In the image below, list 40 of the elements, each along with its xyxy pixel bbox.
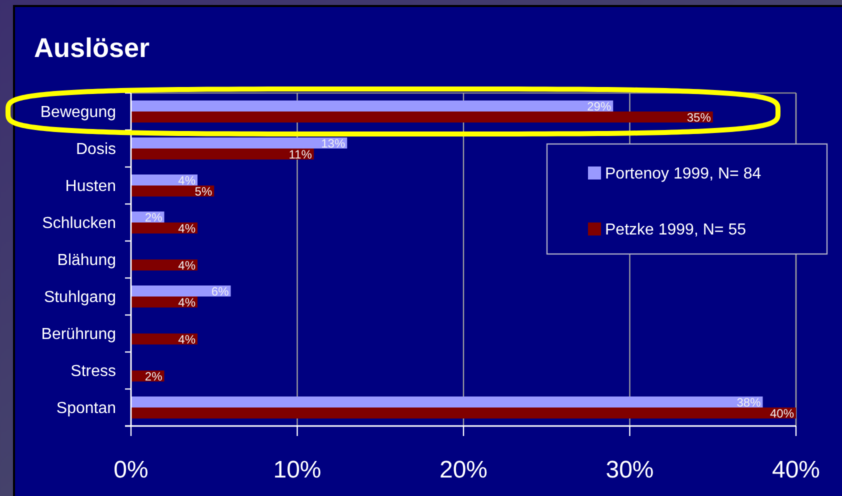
data-label: 13%: [321, 136, 346, 150]
data-label: 40%: [770, 406, 794, 420]
bar: [131, 396, 763, 408]
bar: [131, 286, 231, 296]
data-label: 4%: [178, 173, 196, 188]
y-tick-label: Dosis: [76, 141, 116, 158]
data-label: 6%: [211, 284, 230, 298]
data-label: 2%: [144, 369, 163, 384]
data-label: 2%: [144, 210, 163, 224]
x-tick-label: 20%: [439, 456, 488, 484]
data-label: 11%: [288, 147, 312, 162]
x-tick-label: 0%: [114, 456, 148, 484]
data-label: 4%: [178, 295, 196, 310]
bar: [131, 138, 348, 148]
bar: [131, 186, 214, 196]
y-tick-label: Husten: [65, 178, 116, 196]
data-label: 4%: [178, 332, 196, 346]
legend-label: Petzke 1999, N= 55: [605, 222, 746, 239]
y-tick-label: Bewegung: [40, 104, 116, 122]
y-tick-label: Stress: [70, 363, 116, 380]
data-label: 38%: [736, 395, 762, 410]
y-tick-label: Schlucken: [42, 215, 116, 232]
bar: [131, 112, 713, 122]
data-label: 4%: [178, 258, 196, 272]
x-tick-label: 40%: [772, 456, 820, 484]
bar: [131, 148, 314, 160]
data-label: 5%: [194, 184, 212, 198]
data-label: 4%: [178, 221, 196, 236]
y-tick-label: Spontan: [56, 400, 116, 418]
y-tick-label: Stuhlgang: [44, 289, 116, 306]
bar: [131, 408, 796, 418]
chart-title: Auslöser: [34, 33, 150, 63]
legend-label: Portenoy 1999, N= 84: [605, 166, 762, 183]
x-tick-label: 30%: [606, 456, 654, 484]
data-label: 29%: [587, 99, 612, 114]
bar: [131, 100, 614, 112]
data-label: 35%: [686, 110, 712, 124]
x-tick-label: 10%: [273, 456, 322, 484]
y-tick-label: Berührung: [41, 326, 116, 344]
y-tick-label: Blähung: [57, 252, 116, 270]
